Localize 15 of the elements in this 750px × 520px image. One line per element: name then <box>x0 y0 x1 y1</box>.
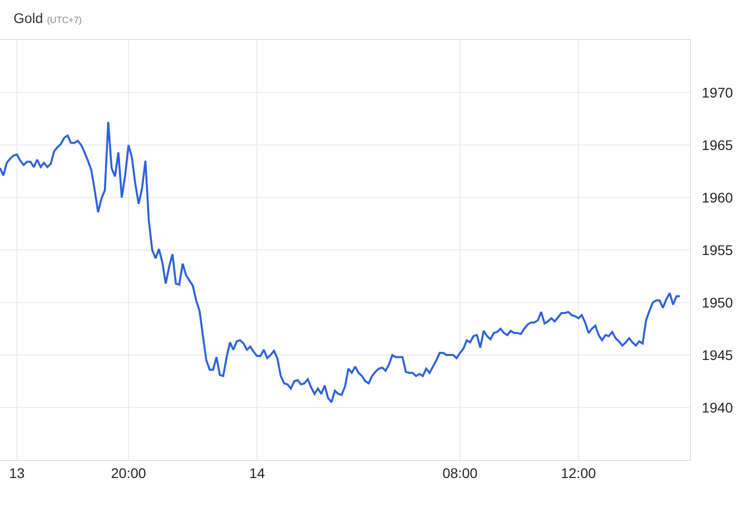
chart-subtitle: (UTC+7) <box>46 15 82 26</box>
y-tick-label: 1965 <box>702 136 734 153</box>
x-tick-label: 08:00 <box>442 464 478 481</box>
x-tick-label: 14 <box>249 464 266 481</box>
y-tick-label: 1950 <box>702 294 734 310</box>
y-tick-label: 1970 <box>702 84 734 100</box>
x-tick-label: 13 <box>9 464 25 481</box>
y-tick-label: 1955 <box>702 242 734 258</box>
y-tick-label: 1945 <box>702 346 734 363</box>
y-tick-label: 1940 <box>702 399 734 416</box>
chart-title: Gold <box>14 10 44 26</box>
y-tick-label: 1960 <box>702 189 734 206</box>
x-tick-label: 20:00 <box>111 464 146 481</box>
x-tick-label: 12:00 <box>560 464 596 481</box>
line-series <box>0 120 681 404</box>
